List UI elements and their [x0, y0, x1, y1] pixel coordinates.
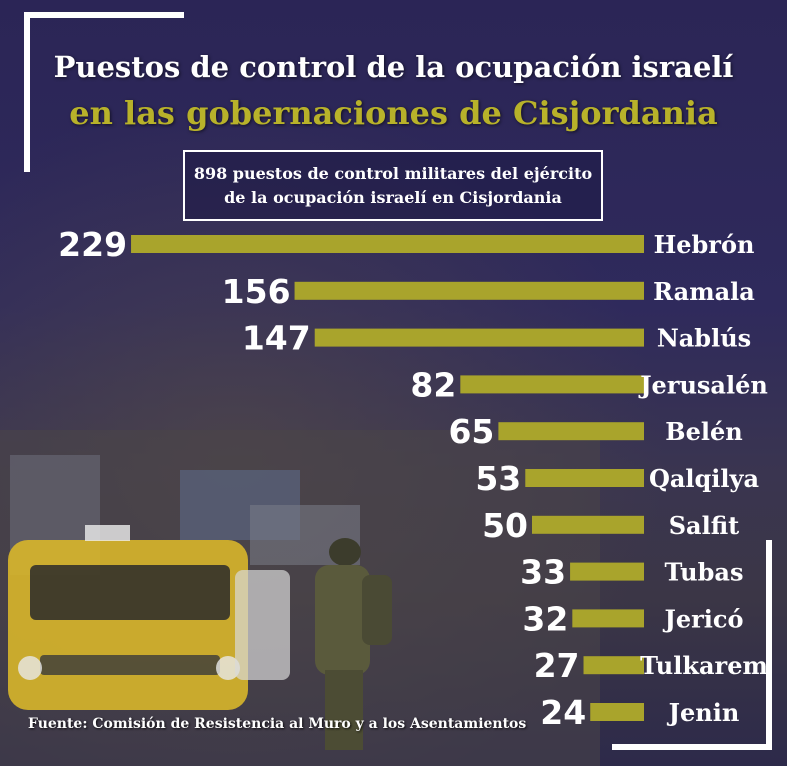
bar-8	[572, 609, 644, 628]
scene-soldier-pack	[362, 575, 392, 645]
bar-value-label: 82	[410, 365, 456, 404]
frame-corner-right	[766, 540, 772, 750]
category-label: Belén	[665, 417, 742, 446]
bar-value-label: 156	[222, 272, 291, 311]
subtitle-line2: de la ocupación israelí en Cisjordania	[224, 187, 562, 207]
category-label: Jenin	[667, 698, 740, 727]
bar-3	[460, 375, 644, 394]
subtitle-line1: 898 puestos de control militares del ejé…	[193, 163, 593, 183]
bar-value-label: 147	[242, 319, 311, 358]
category-label: Jericó	[662, 604, 743, 633]
bar-1	[294, 281, 644, 300]
bar-value-label: 50	[482, 506, 528, 545]
bar-value-label: 27	[534, 646, 580, 685]
frame-corner-bottom	[612, 744, 772, 750]
bar-value-label: 229	[58, 225, 127, 264]
source-note: Fuente: Comisión de Resistencia al Muro …	[28, 716, 527, 732]
bar-4	[498, 422, 644, 441]
category-label: Ramala	[653, 277, 755, 306]
bar-9	[583, 656, 644, 675]
category-label: Salfit	[669, 511, 740, 540]
category-label: Nablús	[657, 324, 751, 353]
bar-2	[314, 328, 644, 347]
bar-0	[131, 235, 645, 253]
category-label: Tubas	[665, 558, 744, 587]
scene-white-van	[235, 570, 290, 680]
scene-soldier-legs	[325, 670, 363, 750]
subtitle-box: 898 puestos de control militares del ejé…	[183, 150, 603, 221]
scene-taxi-grille	[40, 655, 220, 675]
bar-value-label: 33	[520, 553, 566, 592]
chart-title-line1: Puestos de control de la ocupación israe…	[53, 50, 734, 84]
scene-taxi-headlight-left	[18, 656, 42, 680]
scene-soldier-head	[329, 538, 361, 566]
bar-value-label: 53	[475, 459, 521, 498]
chart-title-line2: en las gobernaciones de Cisjordania	[69, 94, 718, 132]
scene-taxi-headlight-right	[216, 656, 240, 680]
bar-value-label: 24	[540, 693, 586, 732]
frame-corner-left	[24, 12, 30, 172]
scene-taxi-sign	[85, 525, 130, 541]
scene-soldier-body	[315, 565, 370, 675]
category-label: Hebrón	[654, 230, 755, 259]
frame-corner-top	[24, 12, 184, 18]
bar-value-label: 32	[522, 599, 568, 638]
bar-5	[525, 469, 644, 487]
bar-7	[570, 562, 644, 581]
bar-6	[532, 515, 644, 534]
category-label: Qalqilya	[649, 464, 759, 493]
bar-10	[590, 703, 644, 721]
category-label: Jerusalén	[638, 370, 768, 399]
scene-taxi-windshield	[30, 565, 230, 620]
category-label: Tulkarem	[640, 651, 768, 680]
bar-value-label: 65	[448, 412, 494, 451]
